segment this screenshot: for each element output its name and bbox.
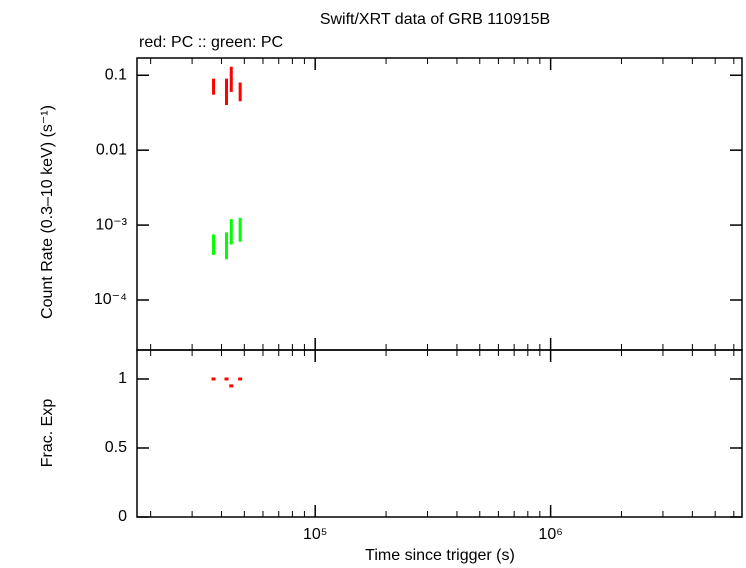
y-tick-label: 0	[118, 508, 127, 525]
panel-frame	[136, 349, 743, 518]
y-axis-label: Count Rate (0.3–10 keV) (s⁻¹)	[39, 105, 56, 319]
y-tick-label: 10⁻³	[95, 216, 127, 233]
y-tick-label: 1	[118, 370, 127, 387]
chart-title: Swift/XRT data of GRB 110915B	[320, 11, 550, 28]
x-axis-label: Time since trigger (s)	[365, 547, 515, 564]
y-tick-label: 0.1	[105, 66, 127, 83]
y-tick-label: 0.5	[105, 439, 127, 456]
y-tick-label: 0.01	[96, 141, 127, 158]
chart-subtitle: red: PC :: green: PC	[139, 34, 283, 51]
y-axis-label: Frac. Exp	[39, 399, 56, 468]
y-tick-label: 10⁻⁴	[94, 291, 127, 308]
x-tick-label: 10⁶	[538, 526, 562, 543]
x-tick-label: 10⁵	[303, 526, 327, 543]
